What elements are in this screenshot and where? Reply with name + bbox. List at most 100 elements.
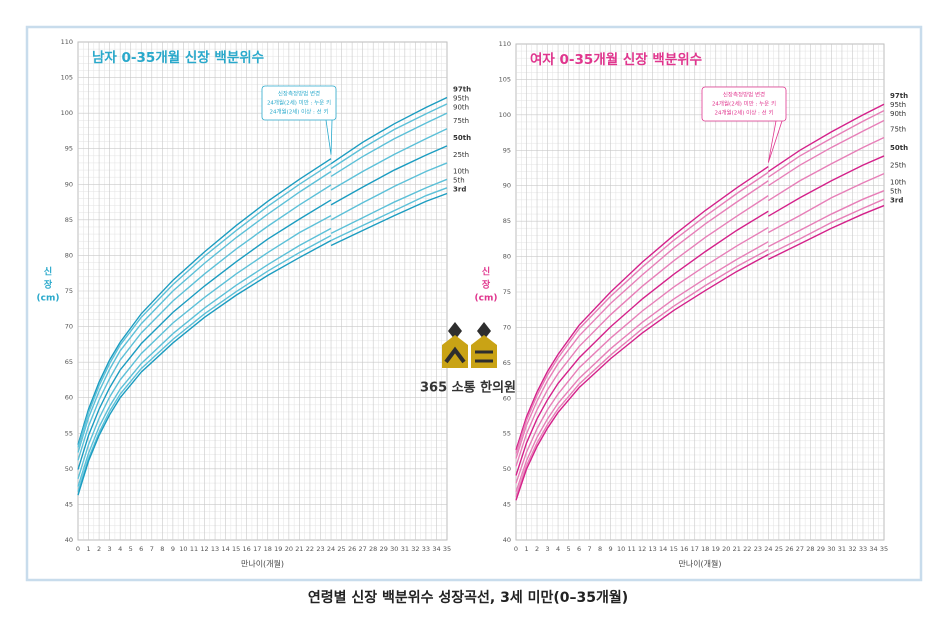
logo-diamond: [477, 322, 491, 340]
x-tick-label: 25: [337, 545, 345, 553]
x-tick-label: 21: [295, 545, 303, 553]
y-tick-label: 85: [503, 217, 511, 225]
x-tick-label: 28: [369, 545, 377, 553]
x-tick-label: 27: [796, 545, 804, 553]
y-tick-label: 85: [65, 216, 73, 224]
x-tick-label: 35: [880, 545, 888, 553]
x-axis-label: 만나이(개월): [241, 559, 284, 569]
y-tick-label: 40: [503, 536, 511, 544]
percentile-line: [77, 103, 448, 448]
y-tick-label: 55: [503, 430, 511, 438]
y-tick-label: 100: [499, 111, 511, 119]
percentile-line: [77, 162, 448, 480]
x-tick-label: 24: [327, 545, 335, 553]
x-tick-label: 9: [171, 545, 175, 553]
y-axis-label: 신: [44, 266, 52, 278]
x-axis-label: 만나이(개월): [678, 559, 721, 569]
legend-label: 50th: [453, 134, 471, 142]
x-tick-label: 16: [680, 545, 688, 553]
annotation-box: [701, 86, 787, 122]
y-tick-label: 45: [503, 501, 511, 509]
x-tick-label: 3: [545, 545, 549, 553]
y-tick-label: 60: [65, 394, 73, 402]
percentile-line: [515, 119, 885, 459]
x-tick-label: 5: [567, 545, 571, 553]
y-tick-label: 110: [61, 38, 73, 46]
y-axis-label: (cm): [475, 294, 498, 304]
x-tick-label: 10: [617, 545, 625, 553]
y-tick-label: 80: [503, 253, 511, 261]
annotation-text: 신장측정방법 변경: [723, 91, 765, 99]
y-tick-label: 65: [65, 358, 73, 366]
legend-label: 97th: [453, 85, 471, 93]
x-tick-label: 7: [150, 545, 154, 553]
x-tick-label: 30: [390, 545, 398, 553]
x-tick-label: 6: [577, 545, 581, 553]
y-tick-label: 50: [503, 465, 511, 473]
x-tick-label: 18: [264, 545, 272, 553]
percentile-line: [77, 187, 448, 492]
x-tick-label: 14: [659, 545, 667, 553]
legend-label: 5th: [453, 176, 465, 184]
x-tick-label: 13: [211, 545, 219, 553]
y-tick-label: 105: [499, 75, 511, 83]
x-tick-label: 0: [514, 545, 518, 553]
percentile-line: [515, 198, 885, 498]
x-tick-label: 8: [160, 545, 164, 553]
logo-mark: [444, 346, 466, 364]
chart-title: 여자 0-35개월 신장 백분위수: [530, 51, 702, 68]
logo-diamond: [448, 322, 462, 340]
x-tick-label: 23: [316, 545, 324, 553]
annotation-pointer: [325, 119, 333, 155]
legend-label: 25th: [453, 151, 469, 159]
caption: 연령별 신장 백분위수 성장곡선, 3세 미만(0–35개월): [308, 589, 628, 606]
x-tick-label: 24: [764, 545, 772, 553]
x-tick-label: 4: [556, 545, 560, 553]
annotation-text: 24개월(2세) 미만 : 누운 키: [267, 99, 331, 107]
logo-text: 365 소통 한의원: [420, 380, 516, 396]
x-tick-label: 34: [432, 545, 440, 553]
x-tick-label: 7: [588, 545, 592, 553]
x-tick-label: 17: [253, 545, 261, 553]
annotation-pointer: [767, 120, 783, 163]
x-tick-label: 31: [838, 545, 846, 553]
y-tick-label: 105: [61, 74, 73, 82]
x-tick-label: 35: [443, 545, 451, 553]
x-tick-label: 32: [411, 545, 419, 553]
y-axis-label: (cm): [37, 294, 60, 304]
x-tick-label: 20: [285, 545, 293, 553]
x-tick-label: 0: [76, 545, 80, 553]
x-tick-label: 33: [422, 545, 430, 553]
x-tick-label: 29: [380, 545, 388, 553]
percentile-line: [77, 112, 448, 453]
legend-label: 3rd: [890, 197, 903, 205]
percentile-line: [515, 136, 885, 467]
x-tick-label: 12: [638, 545, 646, 553]
annotation-text: 24개월(2세) 이상 : 선 키: [714, 109, 773, 117]
x-tick-label: 33: [859, 545, 867, 553]
x-tick-label: 20: [722, 545, 730, 553]
x-tick-label: 30: [827, 545, 835, 553]
y-tick-label: 95: [503, 146, 511, 154]
x-tick-label: 3: [108, 545, 112, 553]
x-tick-label: 21: [733, 545, 741, 553]
x-tick-label: 19: [712, 545, 720, 553]
legend-label: 3rd: [453, 185, 466, 193]
legend-label: 10th: [453, 167, 469, 175]
percentile-line: [77, 192, 448, 496]
x-tick-label: 32: [848, 545, 856, 553]
legend-label: 95th: [890, 101, 906, 109]
x-tick-label: 12: [200, 545, 208, 553]
annotation-text: 24개월(2세) 미만 : 누운 키: [712, 100, 776, 108]
x-tick-label: 13: [649, 545, 657, 553]
y-tick-label: 90: [503, 182, 511, 190]
percentile-line: [515, 204, 885, 501]
annotation-text: 신장측정방법 변경: [278, 90, 320, 98]
chart-title: 남자 0-35개월 신장 백분위수: [92, 49, 264, 66]
x-tick-label: 34: [869, 545, 877, 553]
y-tick-label: 40: [65, 536, 73, 544]
y-tick-label: 75: [65, 287, 73, 295]
